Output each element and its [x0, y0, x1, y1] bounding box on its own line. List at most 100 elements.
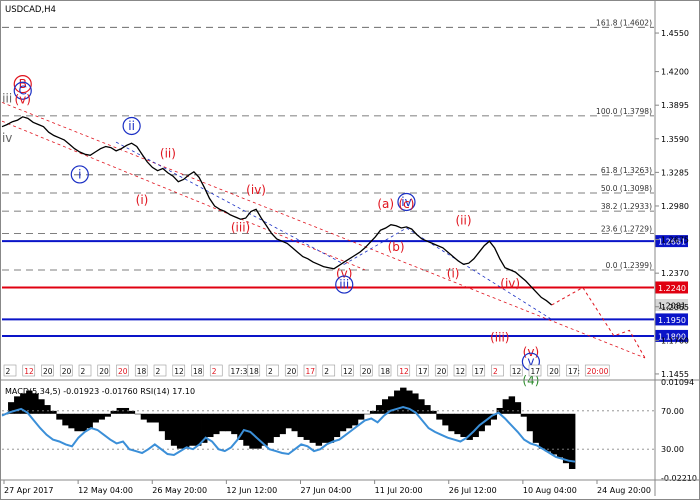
- macd-bar: [225, 413, 232, 432]
- session-badge-text: 2: [81, 367, 86, 376]
- fibonacci-label: 61.8 (1.3263): [601, 166, 652, 175]
- macd-bar: [363, 413, 371, 415]
- macd-bar: [8, 402, 15, 414]
- price-series: [1, 116, 646, 359]
- macd-bar: [448, 413, 455, 432]
- price-line: [1, 116, 553, 306]
- session-badge: [97, 364, 111, 377]
- macd-bar: [556, 413, 564, 458]
- wave-label: iii: [339, 278, 349, 292]
- wave-label: iii: [2, 91, 12, 105]
- macd-bar: [550, 413, 558, 455]
- level-price-badge: [655, 313, 688, 326]
- macd-bar: [98, 413, 105, 420]
- macd-axis-label: 0.01094: [661, 378, 694, 387]
- macd-bar: [182, 413, 190, 449]
- wave-label: (a): [377, 197, 394, 211]
- session-badge-text: 12: [174, 367, 184, 376]
- session-badge: [341, 364, 354, 377]
- wave-label: (iv): [246, 183, 266, 197]
- macd-bar: [164, 413, 172, 440]
- fibonacci-label: 161.8 (1.4602): [596, 18, 652, 27]
- time-tick-label: 11 Jul 20:00: [375, 486, 423, 495]
- session-badge-text: 20: [362, 367, 372, 376]
- session-badge: [209, 364, 223, 377]
- trend-guide-line: [1, 102, 646, 359]
- macd-axis-label: 30.00: [661, 445, 684, 454]
- macd-bar: [140, 413, 148, 420]
- session-badge-text: 17:30: [231, 367, 253, 376]
- macd-bar: [520, 413, 528, 417]
- macd-bar: [544, 413, 552, 452]
- macd-bar: [146, 413, 154, 423]
- price-tick-label: 1.3285: [661, 168, 689, 177]
- wave-label: iv: [2, 131, 12, 145]
- session-badge: [247, 364, 261, 377]
- wave-circle: [335, 275, 354, 294]
- macd-bar: [128, 410, 136, 414]
- wave-label: C: [19, 84, 27, 98]
- trend-channel: [1, 102, 646, 359]
- session-badge: [3, 364, 17, 377]
- price-tick-label: 1.2370: [661, 269, 689, 278]
- session-badge-text: 2: [156, 367, 161, 376]
- session-badge-text: 20:00: [587, 367, 609, 376]
- session-badge-text: 12: [456, 367, 466, 376]
- macd-bar: [388, 396, 395, 414]
- fibonacci-levels: 161.8 (1.4602) 100.0 (1.3798) 61.8 (1.3263…: [2, 18, 654, 271]
- price-tick-label: 1.2980: [661, 202, 689, 211]
- macd-bar: [309, 413, 317, 443]
- macd-bar: [345, 413, 353, 429]
- session-badge: [266, 364, 279, 377]
- macd-bar: [538, 413, 546, 449]
- level-price-text: 1.2240: [658, 284, 686, 293]
- macd-bar: [231, 413, 238, 435]
- fibonacci-label: 0.0 (1.2399): [606, 261, 652, 270]
- level-price-badge: [655, 235, 688, 248]
- price-tick-label: 1.2675: [661, 236, 689, 245]
- wave-label: (i): [447, 267, 460, 281]
- session-badge: [59, 364, 73, 377]
- macd-bar: [26, 390, 33, 414]
- macd-bar: [490, 413, 497, 420]
- macd-bar: [291, 413, 298, 432]
- macd-bar: [74, 413, 81, 432]
- macd-bar: [532, 413, 540, 443]
- macd-bar: [400, 387, 407, 414]
- macd-bar: [321, 413, 329, 443]
- macd-bar: [412, 393, 419, 414]
- macd-bar: [273, 413, 280, 438]
- price-tick-label: 1.4550: [661, 29, 689, 38]
- time-tick-label: 27 Jun 04:00: [301, 486, 352, 495]
- macd-bar: [454, 413, 461, 435]
- level-price-badge: [655, 298, 688, 311]
- macd-bar: [381, 399, 389, 414]
- session-badge: [472, 364, 486, 377]
- macd-bar: [261, 413, 268, 446]
- trend-guide-line: [406, 227, 552, 320]
- macd-panel: 0.01094 70.00 30.00 -0.02210: [0, 378, 700, 483]
- session-badge-text: 12: [343, 367, 353, 376]
- macd-bar: [351, 413, 359, 426]
- wave-label: (ii): [160, 147, 176, 161]
- session-badge: [584, 364, 610, 377]
- macd-bar: [104, 413, 111, 417]
- macd-bar: [562, 413, 570, 464]
- session-badge: [41, 364, 54, 377]
- wave-label: (c): [398, 197, 414, 211]
- session-badge: [153, 364, 167, 377]
- price-tick-label: 1.4200: [661, 68, 689, 77]
- wave-label: B: [19, 77, 27, 91]
- projection-path: [551, 286, 646, 359]
- price-tick-label: 1.3895: [661, 101, 689, 110]
- time-tick-label: 24 Aug 20:00: [597, 486, 651, 495]
- level-price-text: 1.2081: [658, 301, 686, 310]
- fibonacci-label: 38.2 (1.2933): [601, 202, 652, 211]
- fibonacci-label: 50.0 (1.3098): [601, 184, 652, 193]
- session-badge-text: 18: [193, 367, 203, 376]
- macd-bar: [50, 410, 57, 414]
- session-badge-text: 17: [474, 367, 484, 376]
- session-badge: [434, 364, 448, 377]
